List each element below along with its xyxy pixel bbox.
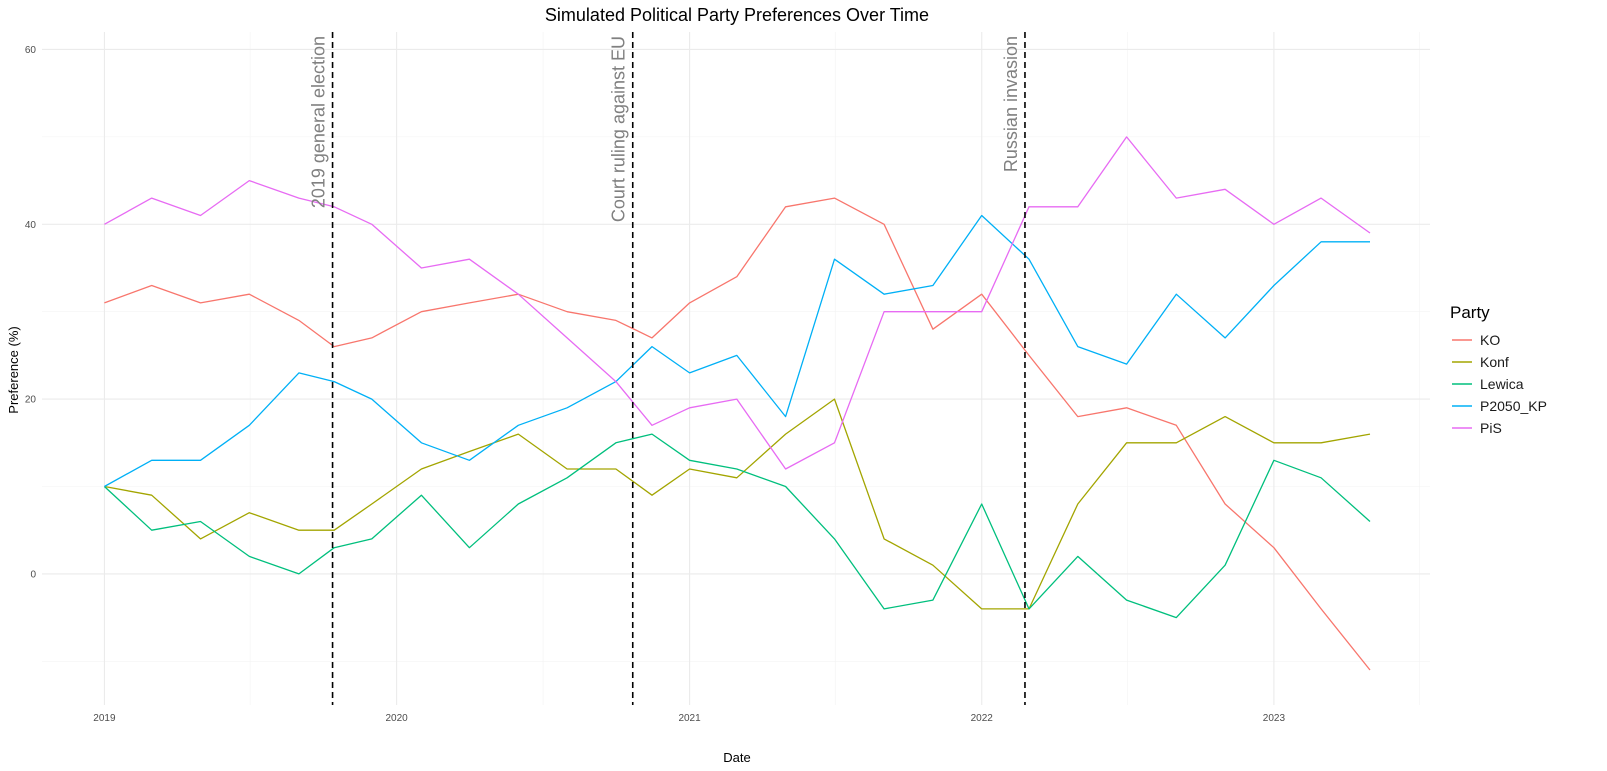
event-label: Russian invasion (1001, 36, 1021, 172)
event-label: 2019 general election (309, 36, 329, 208)
y-axis-title: Preference (%) (6, 326, 21, 413)
legend-label: P2050_KP (1480, 398, 1547, 414)
event-label: Court ruling against EU (609, 36, 629, 222)
y-tick-label: 60 (25, 45, 37, 56)
series-line-p2050-kp (104, 214, 1370, 488)
x-tick-label: 2022 (971, 713, 994, 724)
series-lines (103, 136, 1371, 671)
chart-title: Simulated Political Party Preferences Ov… (545, 5, 929, 25)
x-axis-title: Date (723, 750, 750, 765)
x-tick-label: 2023 (1263, 713, 1286, 724)
y-tick-label: 0 (30, 569, 36, 580)
y-tick-label: 40 (25, 220, 37, 231)
legend: Party KO Konf Lewica P2050_KP PiS (1450, 303, 1547, 436)
legend-label: Lewica (1480, 376, 1524, 392)
series-line-lewica (103, 433, 1371, 619)
x-tick-label: 2019 (93, 713, 116, 724)
legend-label: PiS (1480, 420, 1502, 436)
event-markers: 2019 general election Court ruling agains… (309, 32, 1026, 705)
legend-title: Party (1450, 303, 1490, 322)
y-axis-ticks: 0 20 40 60 (25, 45, 37, 580)
y-tick-label: 20 (25, 395, 37, 406)
series-line-konf (104, 398, 1371, 610)
x-tick-label: 2021 (678, 713, 701, 724)
series-line-pis (104, 136, 1371, 470)
legend-label: KO (1480, 332, 1500, 348)
x-tick-label: 2020 (385, 713, 408, 724)
series-line-ko (104, 197, 1371, 671)
legend-label: Konf (1480, 354, 1509, 370)
x-axis-ticks: 2019 2020 2021 2022 2023 (93, 713, 1285, 724)
